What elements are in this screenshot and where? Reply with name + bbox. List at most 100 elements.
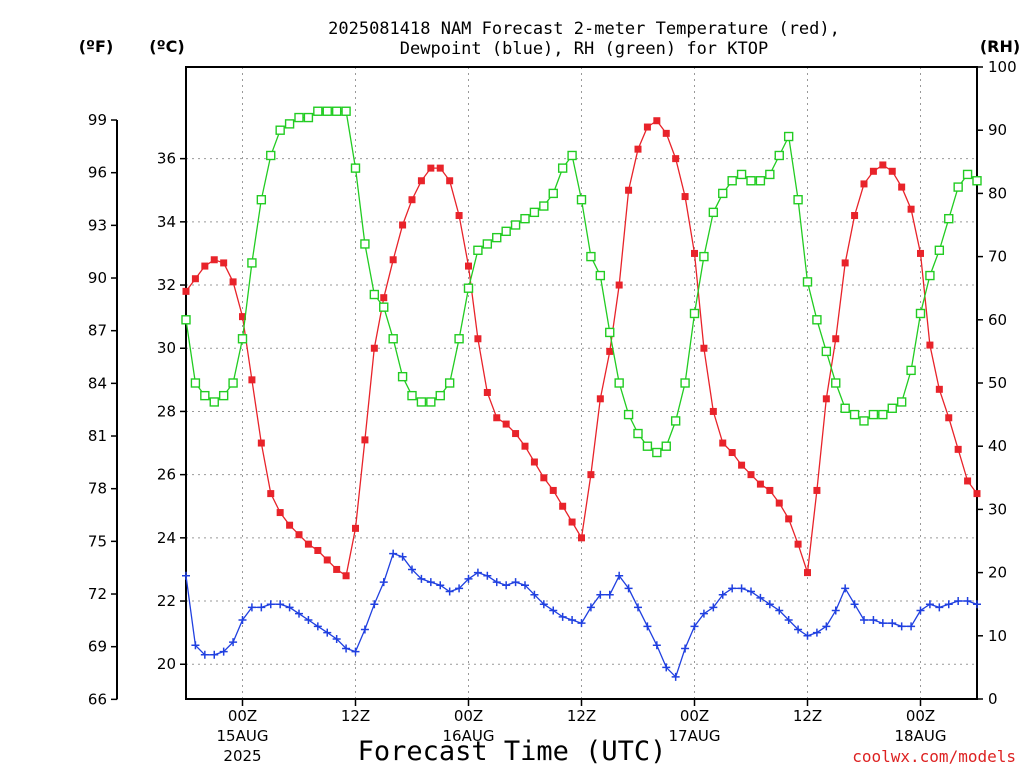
rh-point	[652, 447, 662, 458]
temperature-point	[201, 262, 209, 270]
dewpoint-point	[907, 622, 916, 631]
fahrenheit-tick-label: 96	[88, 164, 107, 182]
temperature-point	[191, 275, 199, 283]
rh-point	[633, 428, 643, 439]
temperature-point	[521, 442, 529, 450]
temperature-point	[465, 262, 472, 270]
x-tick-label-time: 00Z	[680, 707, 709, 725]
rh-point	[303, 112, 314, 123]
temperature-point	[728, 449, 736, 457]
rh-point	[821, 346, 832, 357]
dewpoint-point	[342, 644, 351, 653]
temperature-point	[370, 344, 378, 352]
temperature-point	[634, 145, 642, 153]
rh-point	[868, 409, 879, 420]
celsius-tick-label: 36	[157, 150, 176, 168]
rh-tick-label: 20	[988, 564, 1007, 582]
temperature-point	[568, 518, 576, 526]
rh-point	[727, 176, 737, 186]
dewpoint-point	[323, 628, 332, 637]
temperature-point	[361, 436, 369, 444]
temperature-point	[813, 486, 821, 494]
dewpoint-point	[247, 603, 256, 612]
dewpoint-point	[728, 584, 737, 593]
dewpoint-point	[596, 590, 605, 599]
fahrenheit-tick-label: 90	[88, 269, 107, 287]
rh-point	[642, 441, 653, 451]
rh-tick-label: 0	[988, 690, 998, 708]
dewpoint-point	[878, 619, 887, 628]
rh-point	[689, 308, 700, 319]
temperature-point	[832, 335, 840, 343]
rh-point	[209, 397, 219, 407]
rh-point	[670, 416, 681, 426]
dewpoint-point	[568, 616, 577, 624]
temperature-point	[474, 335, 482, 343]
x-tick-label-time: 00Z	[906, 707, 935, 725]
rh-point	[237, 334, 248, 344]
temperature-point	[323, 556, 331, 564]
x-tick-label-date: 15AUG	[217, 727, 269, 745]
dewpoint-point	[426, 578, 435, 587]
rh-point	[718, 188, 728, 199]
dewpoint-point	[445, 587, 454, 596]
rh-point	[190, 378, 201, 388]
rh-point	[925, 270, 935, 281]
rh-point	[482, 239, 493, 249]
fahrenheit-tick-label: 93	[88, 216, 107, 234]
dewpoint-point	[737, 584, 746, 593]
rh-point	[878, 409, 888, 420]
temperature-point	[672, 155, 680, 163]
dewpoint-point	[765, 600, 774, 609]
temperature-point	[210, 256, 218, 264]
rh-point	[793, 195, 803, 205]
fahrenheit-tick-label: 99	[88, 111, 107, 129]
temperature-point	[625, 186, 633, 194]
rh-point	[256, 195, 267, 205]
dewpoint-point	[897, 622, 906, 631]
temperature-point	[766, 486, 774, 494]
rh-point	[284, 119, 295, 129]
rh-point	[444, 378, 455, 388]
rh-point	[586, 251, 596, 262]
rh-point	[783, 131, 794, 142]
temperature-point	[493, 414, 501, 422]
dewpoint-point	[944, 600, 953, 609]
rh-tick-label: 60	[988, 311, 1007, 329]
dewpoint-point	[483, 571, 492, 580]
rh-point	[520, 213, 530, 224]
dewpoint-point	[681, 644, 690, 653]
rh-point	[736, 169, 747, 180]
temperature-point	[587, 471, 595, 479]
temperature-point	[719, 439, 727, 447]
dewpoint-point	[747, 587, 755, 596]
temperature-point	[417, 177, 425, 185]
rh-point	[595, 270, 606, 281]
rh-point	[906, 365, 916, 376]
rh-point	[407, 390, 417, 401]
celsius-tick-label: 24	[157, 529, 176, 547]
dewpoint-point	[539, 600, 548, 609]
dewpoint-point	[521, 581, 529, 590]
dewpoint-point	[973, 600, 981, 609]
temperature-point	[747, 471, 755, 479]
dewpoint-point	[257, 603, 266, 612]
temperature-point	[860, 180, 868, 188]
temperature-point	[907, 205, 915, 213]
dewpoint-point	[634, 603, 642, 612]
temperature-point	[756, 480, 764, 488]
rh-point	[953, 182, 963, 192]
dewpoint-point	[652, 641, 661, 650]
temperature-point	[700, 344, 708, 352]
temperature-point	[455, 212, 463, 220]
rh-tick-label: 80	[988, 184, 1007, 202]
celsius-tick-label: 22	[157, 592, 176, 610]
rh-tick-label: 100	[988, 58, 1017, 76]
dewpoint-point	[624, 584, 633, 593]
temperature-point	[220, 259, 228, 267]
dewpoint-point	[304, 616, 313, 624]
dewpoint-point	[455, 584, 464, 593]
dewpoint-point	[182, 571, 190, 580]
x-tick-label-time: 00Z	[454, 707, 483, 725]
temperature-point	[643, 123, 651, 131]
